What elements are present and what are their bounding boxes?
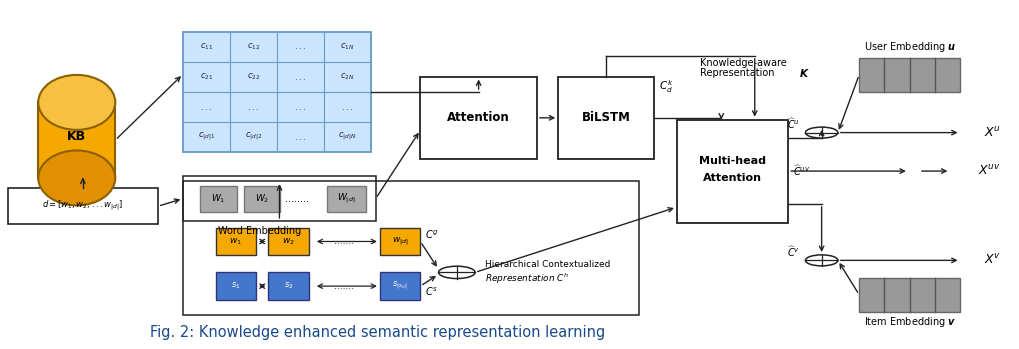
Text: BiLSTM: BiLSTM [582,111,631,124]
Circle shape [805,127,838,138]
FancyBboxPatch shape [216,272,256,300]
Text: $c_{11}$: $c_{11}$ [200,42,213,52]
Text: $c_{21}$: $c_{21}$ [200,72,213,82]
Text: Attention: Attention [703,173,762,183]
FancyBboxPatch shape [420,77,537,159]
Text: $W_1$: $W_1$ [211,192,226,205]
Circle shape [438,266,475,279]
Text: $...$: $...$ [294,133,307,142]
Text: $...$: $...$ [341,103,354,112]
Text: $C^g$: $C^g$ [425,228,439,241]
Text: $\widehat{C}^v$: $\widehat{C}^v$ [788,244,800,259]
FancyBboxPatch shape [677,120,789,223]
Text: $...$: $...$ [201,103,213,112]
Text: $X^v$: $X^v$ [983,253,1001,267]
Text: $c_{2N}$: $c_{2N}$ [340,72,355,82]
Text: Representation: Representation [700,68,777,78]
FancyBboxPatch shape [380,228,420,255]
FancyBboxPatch shape [201,186,236,211]
Text: $w_2$: $w_2$ [282,236,294,247]
Text: ........: ........ [284,194,309,204]
Text: $\widehat{C}^u$: $\widehat{C}^u$ [788,117,800,131]
Text: $\boldsymbol{K}$: $\boldsymbol{K}$ [799,67,810,79]
Ellipse shape [39,75,115,130]
Text: $w_1$: $w_1$ [229,236,243,247]
Text: .......: ....... [334,237,355,246]
Text: $X^{uv}$: $X^{uv}$ [978,164,1001,178]
Text: $w_{|d|}$: $w_{|d|}$ [391,236,409,247]
Text: Word Embedding: Word Embedding [217,226,301,236]
Text: $...$: $...$ [294,103,307,112]
Text: $...$: $...$ [248,103,260,112]
Text: $c_{22}$: $c_{22}$ [247,72,260,82]
Text: $s_{|s_d|}$: $s_{|s_d|}$ [392,280,408,292]
Ellipse shape [39,150,115,206]
FancyBboxPatch shape [380,272,420,300]
FancyBboxPatch shape [244,186,280,211]
Text: $c_{|d|2}$: $c_{|d|2}$ [245,131,262,143]
Text: $C_d^k$: $C_d^k$ [659,78,674,95]
Text: $c_{|d|1}$: $c_{|d|1}$ [198,131,215,143]
Text: $d = [w_1, w_2, ... w_{|d|}]$: $d = [w_1, w_2, ... w_{|d|}]$ [42,199,123,213]
Text: $c_{12}$: $c_{12}$ [247,42,260,52]
Text: User Embedding $\boldsymbol{u}$: User Embedding $\boldsymbol{u}$ [864,40,956,54]
Text: Multi-head: Multi-head [699,156,766,166]
Circle shape [805,255,838,266]
FancyBboxPatch shape [558,77,654,159]
Text: $c_{1N}$: $c_{1N}$ [340,42,355,52]
Text: Fig. 2: Knowledge enhanced semantic representation learning: Fig. 2: Knowledge enhanced semantic repr… [150,325,605,340]
FancyBboxPatch shape [8,188,158,224]
Text: Hierarchical Contextualized: Hierarchical Contextualized [485,260,610,269]
Text: $X^u$: $X^u$ [984,126,1001,140]
Text: $...$: $...$ [294,43,307,52]
Text: $W_2$: $W_2$ [255,192,269,205]
Text: $c_{|d|N}$: $c_{|d|N}$ [338,131,357,143]
FancyBboxPatch shape [216,228,256,255]
Text: Representation $C^h$: Representation $C^h$ [485,272,570,287]
FancyBboxPatch shape [268,272,309,300]
FancyBboxPatch shape [327,186,366,211]
Text: $s_1$: $s_1$ [231,281,240,291]
Text: $C^s$: $C^s$ [425,285,438,298]
Text: Item Embedding $\boldsymbol{v}$: Item Embedding $\boldsymbol{v}$ [864,315,956,329]
FancyBboxPatch shape [268,228,309,255]
FancyBboxPatch shape [183,32,371,152]
Text: Attention: Attention [447,111,510,124]
Text: $\widehat{C}^{uv}$: $\widehat{C}^{uv}$ [793,164,810,178]
Text: $s_2$: $s_2$ [284,281,293,291]
FancyBboxPatch shape [183,176,376,221]
Text: Knowledge-aware: Knowledge-aware [700,58,787,68]
Text: KB: KB [67,130,87,143]
FancyBboxPatch shape [859,277,961,312]
Text: $...$: $...$ [294,73,307,82]
Text: .......: ....... [334,282,355,291]
FancyBboxPatch shape [859,58,961,92]
Text: $W_{|d|}$: $W_{|d|}$ [337,192,356,206]
FancyBboxPatch shape [39,102,115,178]
